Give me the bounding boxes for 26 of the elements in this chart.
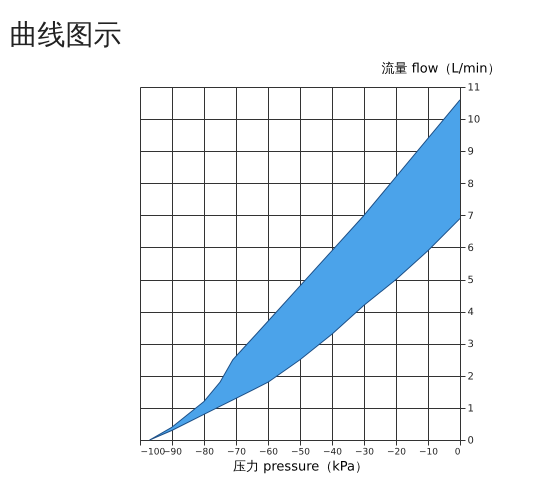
x-tick-label: −90 [163, 448, 182, 458]
y-tick-label: 2 [468, 371, 474, 382]
x-tick-label: −20 [387, 448, 406, 458]
x-tick-label: 0 [454, 448, 461, 458]
x-tick-label: −30 [355, 448, 374, 458]
x-tick-label: −60 [259, 448, 278, 458]
y-tick-label: 0 [468, 436, 474, 446]
y-tick-label: 7 [468, 210, 474, 222]
y-tick-label: 1 [468, 403, 474, 414]
x-axis-title: 压力 pressure（kPa） [232, 460, 368, 474]
y-tick-label: 11 [468, 82, 480, 94]
x-tick-label: −40 [323, 448, 342, 458]
y-tick-label: 5 [468, 275, 474, 286]
y-axis-title: 流量 flow（L/min） [381, 60, 500, 76]
x-tick-label: −50 [291, 448, 310, 458]
y-tick-label: 4 [468, 307, 474, 318]
y-tick-label: 6 [468, 242, 474, 254]
x-tick-label: −80 [195, 448, 214, 458]
y-tick-label: 10 [468, 114, 480, 126]
y-tick-label: 9 [468, 146, 474, 158]
chart-title: 曲线图示 [10, 18, 122, 51]
x-tick-label: −10 [419, 448, 438, 458]
y-tick-label: 8 [468, 178, 474, 190]
x-tick-label: −70 [227, 448, 246, 458]
x-tick-label: −100 [140, 448, 166, 458]
y-tick-label: 3 [468, 339, 474, 350]
